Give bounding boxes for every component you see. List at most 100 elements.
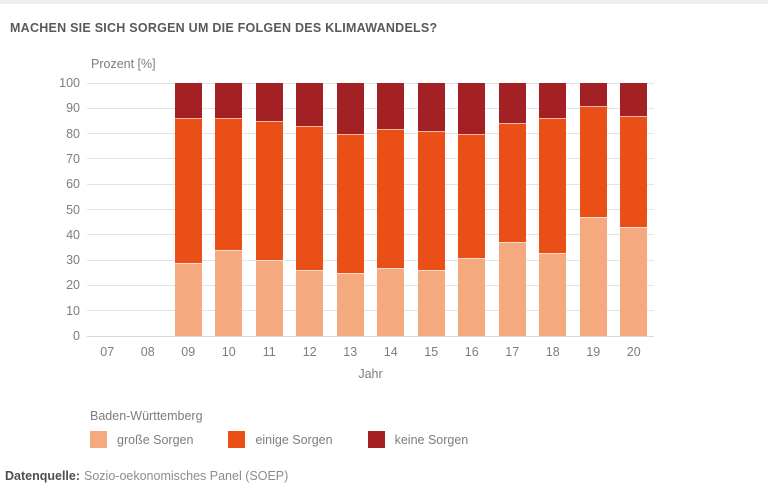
page-title: MACHEN SIE SICH SORGEN UM DIE FOLGEN DES… [10, 21, 438, 35]
x-tick-07: 07 [100, 345, 115, 359]
y-tick-0: 0 [73, 329, 80, 343]
bar-12-segment-einige-sorgen [296, 126, 324, 271]
bar-13-segment-grosse-sorgen [336, 272, 364, 336]
bar-slot-10 [209, 83, 250, 336]
legend: große Sorgen einige Sorgen keine Sorgen [90, 431, 468, 448]
bar-20-segment-einige-sorgen [620, 115, 648, 228]
top-strip [0, 0, 768, 4]
y-tick-10: 10 [66, 303, 80, 318]
gridline-30 [87, 259, 654, 261]
bar-15-segment-einige-sorgen [417, 131, 445, 271]
bar-11-segment-einige-sorgen [255, 120, 283, 261]
y-axis-title: Prozent [%] [91, 57, 156, 71]
bar-16-segment-grosse-sorgen [458, 257, 486, 336]
x-tick-15: 15 [424, 345, 439, 359]
y-tick-50: 50 [66, 202, 80, 217]
bar-12-segment-keine-sorgen [296, 83, 324, 127]
legend-item-grosse-sorgen: große Sorgen [90, 431, 193, 448]
bar-20-segment-grosse-sorgen [620, 227, 648, 336]
bar-14-segment-grosse-sorgen [377, 267, 405, 336]
x-tick-17: 17 [505, 345, 520, 359]
bar-09-segment-grosse-sorgen [174, 262, 202, 336]
bar-19-segment-grosse-sorgen [579, 217, 607, 336]
bar-slot-11 [249, 83, 290, 336]
bar-18-segment-keine-sorgen [539, 83, 567, 119]
gridline-10 [87, 310, 654, 312]
bar-10-segment-grosse-sorgen [215, 249, 243, 336]
bar-16-segment-einige-sorgen [458, 133, 486, 258]
legend-label-keine-sorgen: keine Sorgen [394, 432, 469, 447]
bar-17-segment-grosse-sorgen [498, 242, 526, 336]
bar-17-segment-keine-sorgen [498, 83, 526, 124]
bar-14 [377, 83, 405, 336]
x-tick-14: 14 [383, 345, 398, 359]
legend-swatch-einige-sorgen [228, 431, 246, 448]
x-axis-tick-labels: 07 08 09 10 11 12 13 14 15 16 17 18 19 20 [87, 345, 654, 359]
bar-slot-14 [371, 83, 412, 336]
bar-15-segment-grosse-sorgen [417, 270, 445, 336]
gridline-80 [87, 133, 654, 135]
bar-slot-08 [128, 83, 169, 336]
x-tick-10: 10 [221, 345, 236, 359]
bar-19 [579, 83, 607, 336]
bar-07 [94, 83, 121, 336]
plot-area [87, 82, 655, 337]
source-note: Datenquelle: Sozio-oekonomisches Panel (S… [5, 469, 288, 483]
legend-swatch-grosse-sorgen [90, 431, 107, 448]
x-tick-08: 08 [140, 345, 155, 359]
bar-slot-13 [330, 83, 371, 336]
x-tick-19: 19 [586, 345, 601, 359]
bar-16-segment-keine-sorgen [458, 83, 486, 134]
bar-11-segment-grosse-sorgen [255, 260, 283, 336]
bar-slot-16 [452, 83, 493, 336]
gridline-50 [87, 209, 654, 210]
legend-label-einige-sorgen: einige Sorgen [255, 432, 333, 447]
bar-11-segment-keine-sorgen [255, 83, 283, 121]
source-text: Sozio-oekonomisches Panel (SOEP) [84, 469, 289, 483]
x-tick-20: 20 [626, 345, 641, 359]
x-tick-13: 13 [343, 345, 358, 359]
bar-slot-19 [573, 83, 614, 336]
y-tick-70: 70 [66, 151, 80, 166]
bar-18-segment-grosse-sorgen [539, 252, 567, 336]
bar-slot-12 [290, 83, 331, 336]
bar-14-segment-einige-sorgen [377, 128, 405, 268]
bar-slot-17 [492, 83, 533, 336]
bar-19-segment-einige-sorgen [579, 105, 607, 218]
bar-09-segment-einige-sorgen [174, 118, 202, 263]
bar-12 [296, 83, 324, 336]
x-tick-16: 16 [464, 345, 479, 359]
x-tick-18: 18 [545, 345, 560, 359]
x-tick-11: 11 [262, 345, 276, 359]
bar-14-segment-keine-sorgen [377, 83, 405, 129]
y-tick-90: 90 [66, 101, 80, 116]
bar-13-segment-keine-sorgen [336, 83, 364, 134]
gridline-90 [87, 107, 654, 109]
bar-slot-20 [614, 83, 655, 336]
y-tick-80: 80 [66, 126, 80, 141]
gridline-70 [87, 158, 654, 160]
bar-slot-09 [168, 83, 209, 336]
x-tick-12: 12 [302, 345, 317, 359]
legend-swatch-keine-sorgen [367, 431, 385, 448]
bar-19-segment-keine-sorgen [579, 83, 607, 106]
gridline-20 [87, 284, 654, 286]
bar-slot-18 [533, 83, 574, 336]
bar-11 [255, 83, 283, 336]
bar-08 [134, 83, 161, 336]
y-tick-60: 60 [66, 177, 80, 192]
bar-13-segment-einige-sorgen [336, 133, 364, 273]
gridline-60 [87, 183, 654, 185]
bar-12-segment-grosse-sorgen [296, 270, 324, 336]
bar-20 [620, 83, 648, 336]
legend-title: Baden-Württemberg [90, 409, 203, 423]
bar-slot-15 [411, 83, 452, 336]
y-tick-30: 30 [66, 253, 80, 268]
gridline-0 [87, 335, 654, 337]
bar-17 [498, 83, 526, 336]
x-axis-title: Jahr [358, 367, 383, 381]
bar-15 [417, 83, 445, 336]
bar-09 [174, 83, 202, 336]
bar-13 [336, 83, 364, 336]
bar-09-segment-keine-sorgen [174, 83, 202, 119]
